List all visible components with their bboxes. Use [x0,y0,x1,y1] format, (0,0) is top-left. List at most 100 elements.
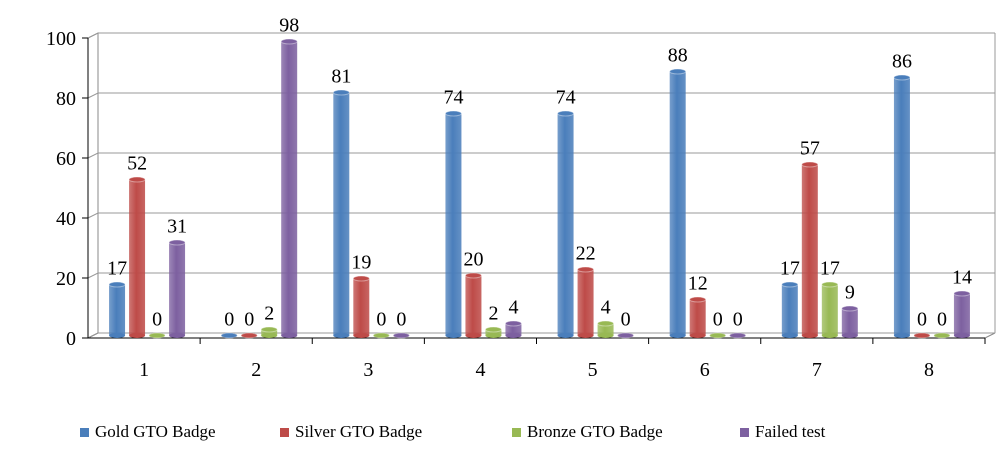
bar-body [109,284,126,336]
bar-failed-test-2 [280,38,298,338]
legend-swatch [740,427,749,437]
bar-base [353,333,370,338]
bar-top [332,89,350,96]
data-label: 22 [576,243,596,265]
bar-top [168,239,186,246]
bar-body [689,299,706,336]
data-label: 98 [279,15,299,37]
bar-failed-test-8 [953,290,971,338]
bar-base [505,333,522,338]
bar-base [689,333,706,338]
bar-bronze-gto-badge-8 [933,332,951,339]
bar-body [261,329,278,336]
bar-base [109,333,126,338]
y-tick-label: 40 [56,208,76,230]
bar-base [669,333,686,338]
bar-top [841,305,859,312]
bar-top [597,320,615,327]
bar-body [841,308,858,336]
bar-top [933,332,951,339]
gridline [87,212,995,219]
bar-top [953,290,971,297]
bar-top [108,281,126,288]
legend-item: Silver GTO Badge [280,422,422,442]
bar-gold-gto-badge-8 [893,74,911,338]
bar-top [392,332,410,339]
bar-top [372,332,390,339]
y-tick-label: 60 [56,148,76,170]
bar-gold-gto-badge-6 [669,68,687,338]
bar-top [617,332,635,339]
bar-failed-test-6 [729,332,747,339]
bar-body [281,41,298,336]
bar-body [597,323,614,336]
bar-bronze-gto-badge-5 [597,320,615,338]
bar-top [689,296,707,303]
y-tick-label: 100 [46,28,76,50]
bar-body [505,323,522,336]
data-label: 74 [443,87,463,109]
data-label: 9 [845,282,855,304]
bar-base [841,333,858,338]
x-tick-label-8: 8 [924,359,934,381]
side-wall [87,32,99,339]
bar-silver-gto-badge-7 [801,161,819,338]
data-label: 19 [351,252,371,274]
bar-bronze-gto-badge-7 [821,281,839,338]
bar-body [485,329,502,336]
bar-top [729,332,747,339]
bar-gold-gto-badge-1 [108,281,126,338]
data-label: 0 [396,309,406,331]
bar-top [781,281,799,288]
bar-silver-gto-badge-3 [352,275,370,338]
data-label: 31 [167,216,187,238]
bar-failed-test-5 [617,332,635,339]
bar-top [577,266,595,273]
data-label: 2 [488,303,498,325]
bar-top [148,332,166,339]
bar-bronze-gto-badge-6 [709,332,727,339]
x-tick-label-5: 5 [588,359,598,381]
data-label: 4 [508,297,518,319]
bar-gold-gto-badge-3 [332,89,350,338]
bar-body [781,284,798,336]
data-label: 0 [917,309,927,331]
data-label: 0 [224,309,234,331]
bar-base [129,333,146,338]
bar-body [353,278,370,336]
data-label: 0 [376,309,386,331]
gridline [87,92,995,99]
bar-failed-test-7 [841,305,859,338]
bar-top [240,332,258,339]
bar-base [485,333,502,338]
data-label: 86 [892,51,912,73]
bar-base [465,333,482,338]
bar-silver-gto-badge-5 [577,266,595,338]
y-tick-label: 20 [56,268,76,290]
data-label: 0 [244,309,254,331]
data-label: 0 [713,309,723,331]
data-label: 0 [937,309,947,331]
bar-failed-test-4 [504,320,522,338]
bar-top [709,332,727,339]
bar-base [333,333,350,338]
legend-item: Bronze GTO Badge [512,422,663,442]
bar-base [281,333,298,338]
x-tick-label-3: 3 [363,359,373,381]
bar-body [893,77,910,336]
x-tick-label-1: 1 [139,359,149,381]
y-tick-label: 80 [56,88,76,110]
data-label: 17 [780,258,800,280]
gridline [87,272,995,279]
bar-top [280,38,298,45]
bar-bronze-gto-badge-3 [372,332,390,339]
legend-swatch [512,427,521,437]
bar-body [669,71,686,336]
bar-body [577,269,594,336]
y-tick-label: 0 [66,328,76,350]
data-label: 4 [601,297,611,319]
data-label: 20 [463,249,483,271]
bar-base [801,333,818,338]
bar-base [577,333,594,338]
data-label: 81 [331,66,351,88]
